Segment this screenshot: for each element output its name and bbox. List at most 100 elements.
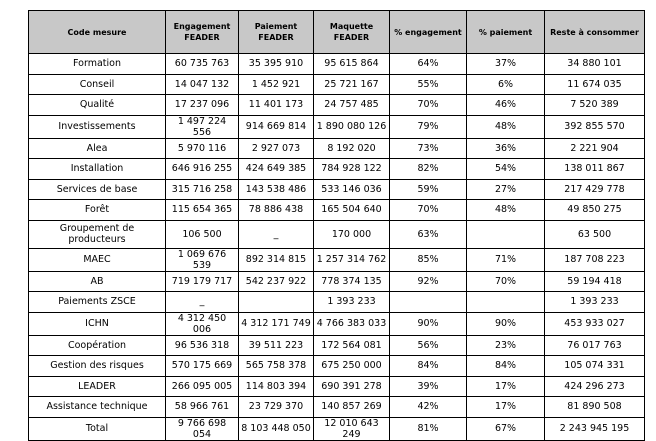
cell: 4 312 171 749 (238, 311, 314, 336)
cell: _ (165, 291, 239, 313)
cell: 34 880 101 (544, 53, 645, 75)
table-row: MAEC 1 069 676 539 892 314 815 1 257 314 76… (28, 247, 645, 272)
cell: 1 069 676 539 (165, 247, 239, 272)
cell: 23% (466, 334, 545, 356)
cell: 39 511 223 (238, 334, 314, 356)
table-row: LEADER 266 095 005 114 803 394 690 391 278 3… (28, 375, 645, 397)
row-label: Formation (28, 53, 166, 75)
cell: 81 890 508 (544, 396, 645, 418)
cell: 5 970 116 (165, 137, 239, 159)
cell: 1 497 224 556 (165, 114, 239, 139)
cell: 105 074 331 (544, 355, 645, 377)
cell: 138 011 867 (544, 158, 645, 180)
cell: 73% (389, 137, 467, 159)
cell: 719 179 717 (165, 270, 239, 292)
cell: 35 395 910 (238, 53, 314, 75)
cell: 424 296 273 (544, 375, 645, 397)
table-row: Forêt 115 654 365 78 886 438 165 504 640 70%… (28, 199, 645, 221)
cell: 217 429 778 (544, 178, 645, 200)
cell: 63% (389, 219, 467, 249)
cell: 84% (466, 355, 545, 377)
cell: 12 010 643 249 (313, 416, 390, 441)
cell: 8 103 448 050 (238, 416, 314, 441)
cell: 78 886 438 (238, 199, 314, 221)
cell: 55% (389, 73, 467, 95)
cell (466, 219, 545, 249)
table-row: Assistance technique 58 966 761 23 729 370… (28, 396, 645, 418)
cell: 70% (389, 199, 467, 221)
header-row: Code mesure Engagement FEADER Paiement FEA… (28, 10, 645, 54)
row-label: Coopération (28, 334, 166, 356)
cell: 9 766 698 054 (165, 416, 239, 441)
cell: 140 857 269 (313, 396, 390, 418)
row-label: Investissements (28, 114, 166, 139)
cell: 1 393 233 (313, 291, 390, 313)
row-label: Alea (28, 137, 166, 159)
cell: 17% (466, 375, 545, 397)
row-label: Installation (28, 158, 166, 180)
cell: 453 933 027 (544, 311, 645, 336)
cell: 114 803 394 (238, 375, 314, 397)
cell: 48% (466, 114, 545, 139)
cell: 67% (466, 416, 545, 441)
cell: 424 649 385 (238, 158, 314, 180)
row-label: Assistance technique (28, 396, 166, 418)
table-row: Services de base 315 716 258 143 538 486 53… (28, 178, 645, 200)
cell: 2 243 945 195 (544, 416, 645, 441)
cell: 24 757 485 (313, 94, 390, 116)
row-label: Total (28, 416, 166, 441)
cell: 63 500 (544, 219, 645, 249)
cell: 170 000 (313, 219, 390, 249)
header-cell: Maquette FEADER (313, 10, 390, 54)
table-row: Installation 646 916 255 424 649 385 784 92… (28, 158, 645, 180)
cell: 17 237 096 (165, 94, 239, 116)
table-row: Total 9 766 698 054 8 103 448 050 12 010 64… (28, 416, 645, 441)
cell: 11 401 173 (238, 94, 314, 116)
cell: 2 927 073 (238, 137, 314, 159)
cell: 4 766 383 033 (313, 311, 390, 336)
table-row: Alea 5 970 116 2 927 073 8 192 020 73% 36% 2 2… (28, 137, 645, 159)
cell: 36% (466, 137, 545, 159)
cell: 187 708 223 (544, 247, 645, 272)
cell: _ (238, 219, 314, 249)
cell: 570 175 669 (165, 355, 239, 377)
header-cell: Reste à consommer (544, 10, 645, 54)
row-label: Paiements ZSCE (28, 291, 166, 313)
row-label: Conseil (28, 73, 166, 95)
cell: 70% (389, 94, 467, 116)
cell: 1 452 921 (238, 73, 314, 95)
cell: 49 850 275 (544, 199, 645, 221)
cell: 1 890 080 126 (313, 114, 390, 139)
cell: 115 654 365 (165, 199, 239, 221)
table-row: Conseil 14 047 132 1 452 921 25 721 167 55% 6… (28, 73, 645, 95)
header-cell: Paiement FEADER (238, 10, 314, 54)
cell: 914 669 814 (238, 114, 314, 139)
cell: 315 716 258 (165, 178, 239, 200)
row-label: Groupement de producteurs (28, 219, 166, 249)
cell: 25 721 167 (313, 73, 390, 95)
header-cell: % paiement (466, 10, 545, 54)
budget-table: Code mesure Engagement FEADER Paiement FEA… (28, 10, 645, 441)
cell: 266 095 005 (165, 375, 239, 397)
row-label: Qualité (28, 94, 166, 116)
cell: 59 194 418 (544, 270, 645, 292)
cell: 48% (466, 199, 545, 221)
cell: 84% (389, 355, 467, 377)
cell: 784 928 122 (313, 158, 390, 180)
table-row: Groupement de producteurs 106 500 _ 170 000… (28, 219, 645, 249)
row-label: MAEC (28, 247, 166, 272)
cell: 7 520 389 (544, 94, 645, 116)
cell: 675 250 000 (313, 355, 390, 377)
cell: 79% (389, 114, 467, 139)
cell: 39% (389, 375, 467, 397)
cell: 11 674 035 (544, 73, 645, 95)
cell: 165 504 640 (313, 199, 390, 221)
cell: 4 312 450 006 (165, 311, 239, 336)
cell: 8 192 020 (313, 137, 390, 159)
row-label: Services de base (28, 178, 166, 200)
cell: 14 047 132 (165, 73, 239, 95)
cell (389, 291, 467, 313)
cell: 85% (389, 247, 467, 272)
cell: 1 257 314 762 (313, 247, 390, 272)
